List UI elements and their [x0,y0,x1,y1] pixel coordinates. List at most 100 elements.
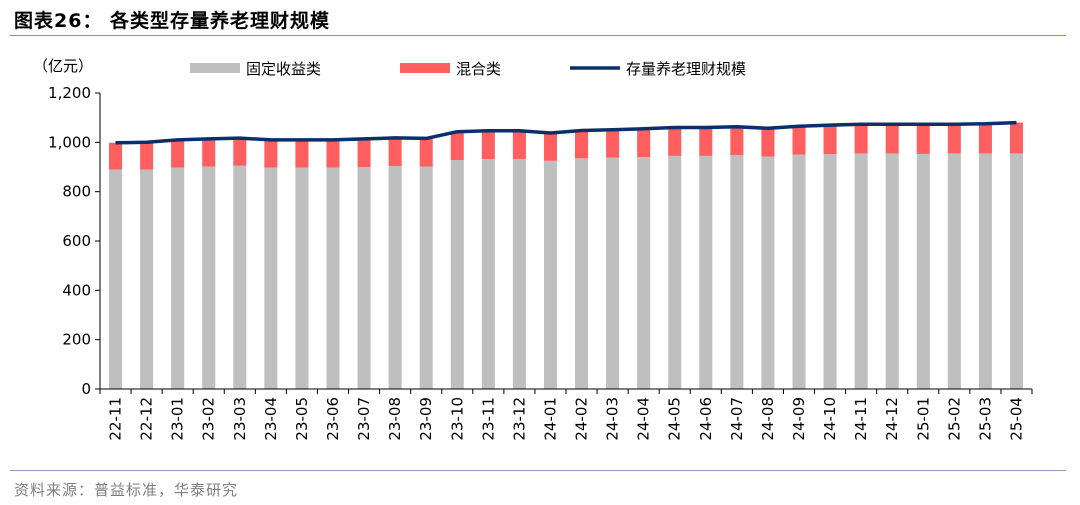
bar-mixed [668,127,682,156]
bar-mixed [916,124,930,154]
y-tick-label: 0 [81,380,91,398]
x-tick-label: 23-06 [324,397,342,441]
legend-label-fixed-income: 固定收益类 [246,60,321,78]
x-tick-label: 24-04 [635,397,653,441]
x-tick-label: 25-04 [1007,397,1025,441]
bar-mixed [202,138,216,167]
x-tick-label: 23-03 [231,397,249,441]
x-tick-label: 24-12 [883,397,901,441]
bar-mixed [885,124,899,154]
bar-mixed [140,142,154,170]
x-tick-label: 23-08 [386,397,404,441]
bar-mixed [854,124,868,154]
x-tick-label: 23-02 [200,397,218,441]
bar-fixed-income [885,153,899,389]
bar-fixed-income [668,155,682,389]
x-tick-label: 24-08 [759,397,777,441]
x-tick-label: 24-07 [728,397,746,441]
x-tick-label: 23-12 [510,397,528,441]
bar-fixed-income [109,169,123,389]
x-tick-label: 24-03 [604,397,622,441]
bar-mixed [761,128,775,157]
bar-mixed [947,124,961,154]
bar-fixed-income [388,166,402,389]
bar-fixed-income [512,159,526,389]
bar-fixed-income [450,160,464,389]
bar-fixed-income [606,157,620,389]
bar-mixed [637,128,651,158]
y-tick-label: 400 [62,281,91,299]
bar-fixed-income [326,167,340,389]
legend-label-total: 存量养老理财规模 [626,60,746,78]
y-tick-label: 1,200 [48,84,91,102]
bar-fixed-income [295,167,309,389]
line-series [115,120,1017,145]
x-tick-label: 23-09 [417,397,435,441]
bar-fixed-income [202,166,216,389]
x-axis: 22-11 22-12 23-01 23-02 23-03 23-04 23-05 23-06… [99,388,1033,441]
bar-mixed [481,130,495,160]
stacked-bar-chart: 固定收益类 混合类 存量养老理财规模 （亿元） 0 200 400 600 800 1,0… [33,57,1033,441]
bar-mixed [1009,122,1023,154]
x-tick-label: 24-05 [666,397,684,441]
bar-fixed-income [730,155,744,389]
bar-fixed-income [947,153,961,389]
y-tick-label: 800 [62,183,91,201]
x-tick-label: 25-02 [945,397,963,441]
bar-mixed [699,127,713,156]
source-divider [10,470,1066,471]
x-tick-label: 23-07 [355,397,373,441]
x-tick-label: 23-01 [169,397,187,441]
bar-fixed-income [543,160,557,389]
legend-label-mixed: 混合类 [456,60,501,78]
bar-mixed [823,125,837,155]
bar-mixed [792,126,806,155]
bar-mixed [730,126,744,156]
bar-mixed [357,138,371,167]
bar-mixed [606,129,620,158]
x-tick-label: 23-10 [448,397,466,441]
bar-mixed [388,137,402,167]
bar-mixed [109,142,123,170]
bar-fixed-income [792,154,806,389]
bar-mixed [233,138,247,166]
x-tick-label: 23-05 [293,397,311,441]
x-tick-label: 22-11 [107,397,125,441]
bar-mixed [978,123,992,154]
bar-fixed-income [761,156,775,389]
bar-fixed-income [140,169,154,389]
x-tick-label: 24-02 [573,397,591,441]
bar-fixed-income [357,167,371,389]
bar-mixed [543,132,557,161]
x-tick-label: 24-06 [697,397,715,441]
bar-mixed [295,139,309,168]
bar-mixed [450,131,464,161]
bar-fixed-income [699,155,713,389]
bar-mixed [171,139,185,168]
figure-title: 图表26： 各类型存量养老理财规模 [14,10,331,32]
bar-mixed [419,138,433,167]
y-axis: 0 200 400 600 800 1,000 1,200 [48,84,101,398]
bar-fixed-income [264,167,278,389]
bar-mixed [264,139,278,168]
bar-series [109,122,1023,389]
y-tick-label: 200 [62,331,91,349]
bar-mixed [512,130,526,160]
x-tick-label: 22-12 [138,397,156,441]
bar-fixed-income [481,159,495,389]
source-note: 资料来源：普益标准，华泰研究 [14,481,239,499]
title-divider [10,35,1066,36]
x-tick-label: 24-10 [821,397,839,441]
chart-legend: 固定收益类 混合类 存量养老理财规模 [190,60,746,78]
y-tick-label: 600 [62,232,91,250]
legend-swatch-mixed [400,63,450,73]
bar-fixed-income [575,158,589,389]
bar-mixed [575,130,589,159]
y-axis-unit-label: （亿元） [33,57,93,75]
y-tick-label: 1,000 [48,133,91,151]
bar-fixed-income [233,165,247,389]
bar-fixed-income [916,153,930,389]
x-tick-label: 24-01 [541,397,559,441]
bar-fixed-income [854,153,868,389]
x-tick-label: 23-11 [479,397,497,441]
